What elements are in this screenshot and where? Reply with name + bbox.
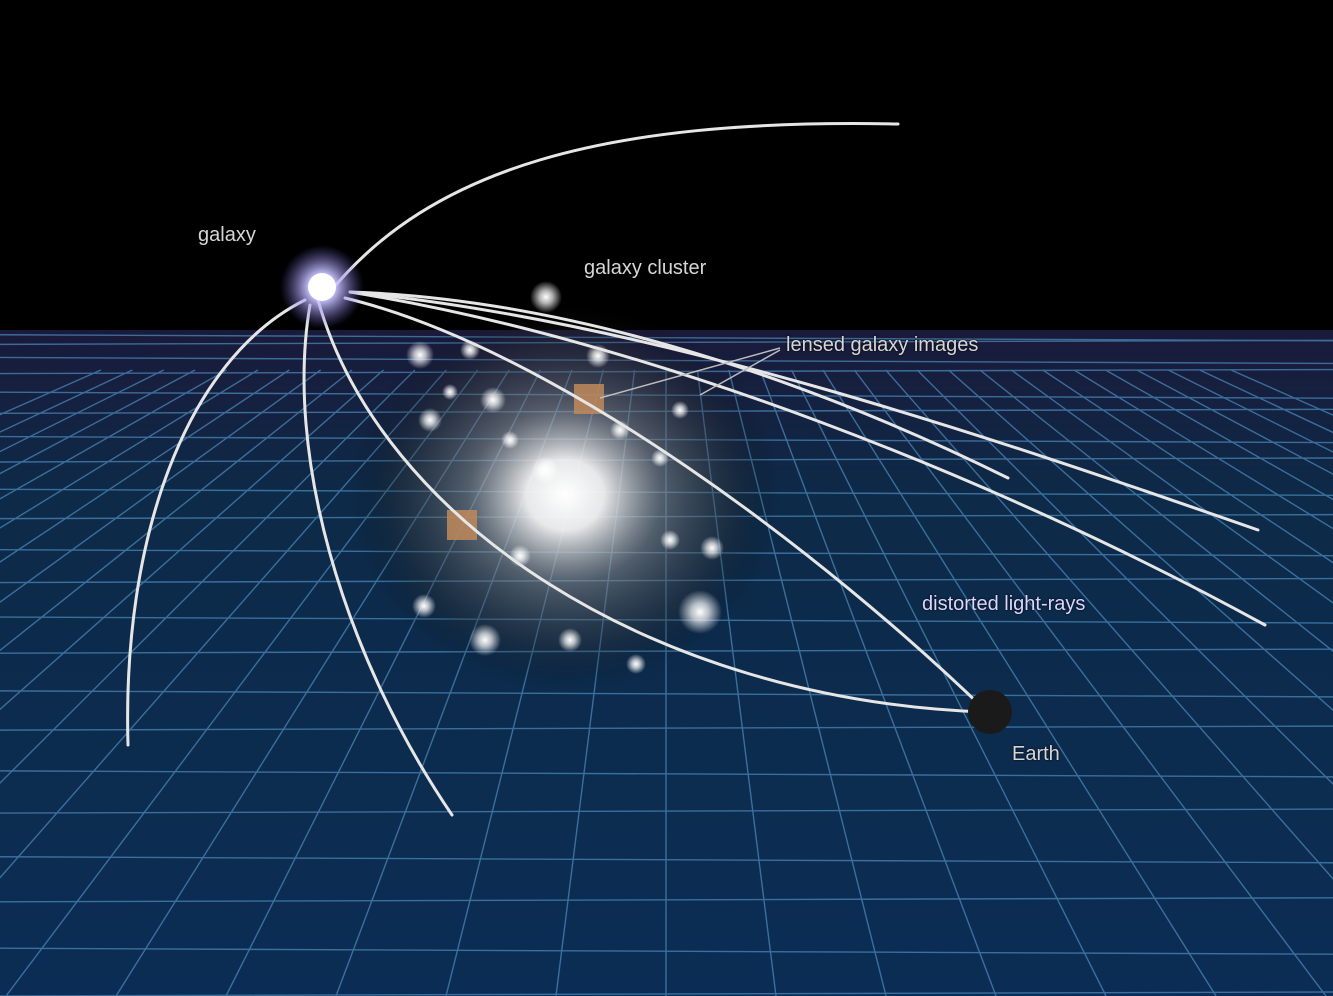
light-rays (126, 122, 1267, 817)
grid-line-vertical (822, 369, 1217, 996)
cluster-member-galaxies (406, 281, 724, 674)
grid-line-vertical (1073, 369, 1333, 530)
grid-line-vertical (759, 369, 997, 996)
light-ray-right-2 (348, 290, 1260, 532)
light-ray-to-earth-1 (316, 298, 987, 714)
cluster-member-galaxy (442, 384, 458, 400)
grid-line-vertical (916, 369, 1333, 785)
earth (968, 690, 1012, 734)
light-ray-far-left (126, 298, 307, 747)
light-ray-to-earth-2 (343, 296, 987, 712)
cluster-member-galaxy (558, 628, 582, 652)
distorted-light-rays-label: distorted light-rays (922, 593, 1086, 615)
lensed-galaxy-images-label: lensed galaxy images (786, 334, 979, 356)
grid-line-vertical (0, 369, 384, 711)
grid-line-vertical (979, 369, 1333, 653)
galaxy-label: galaxy (198, 224, 256, 246)
grid-line-vertical (790, 369, 1107, 996)
cluster-member-galaxy (531, 456, 559, 484)
source-galaxy-core (308, 273, 336, 301)
grid-line-vertical (1105, 369, 1333, 501)
grid-line-vertical (0, 369, 322, 604)
grid-line-vertical (885, 369, 1333, 880)
cluster-member-galaxy (530, 281, 562, 313)
cluster-member-galaxy (671, 401, 689, 419)
cluster-member-galaxy (418, 408, 442, 432)
grid-line-vertical (0, 369, 227, 500)
cluster-member-galaxy (480, 387, 506, 413)
cluster-member-galaxy (501, 431, 519, 449)
grid-line-vertical (1010, 369, 1333, 604)
light-ray-top-arc (328, 122, 900, 294)
earth-label: Earth (1012, 743, 1060, 765)
light-ray-right-3 (348, 290, 1267, 627)
cluster-member-galaxy (660, 530, 680, 550)
cluster-member-galaxy (700, 536, 724, 560)
galaxy-cluster-label: galaxy cluster (584, 257, 707, 279)
lensed-image-spot-2 (447, 510, 477, 540)
cluster-member-galaxy (678, 590, 722, 634)
grid-line-vertical (853, 369, 1327, 996)
cluster-member-galaxy (626, 654, 646, 674)
cluster-member-galaxy (406, 341, 434, 369)
grid-line-vertical (1042, 369, 1333, 564)
light-ray-left (302, 303, 454, 817)
grid-line-vertical (0, 369, 353, 652)
cluster-member-galaxy (469, 624, 501, 656)
grid-line-vertical (0, 369, 416, 784)
grid-line-vertical (0, 369, 290, 563)
cluster-member-galaxy (412, 594, 436, 618)
grid-line-vertical (0, 369, 259, 529)
galaxy-cluster-glow (350, 300, 780, 690)
label-leader-lines (599, 347, 781, 399)
grid-line-vertical (948, 369, 1333, 712)
